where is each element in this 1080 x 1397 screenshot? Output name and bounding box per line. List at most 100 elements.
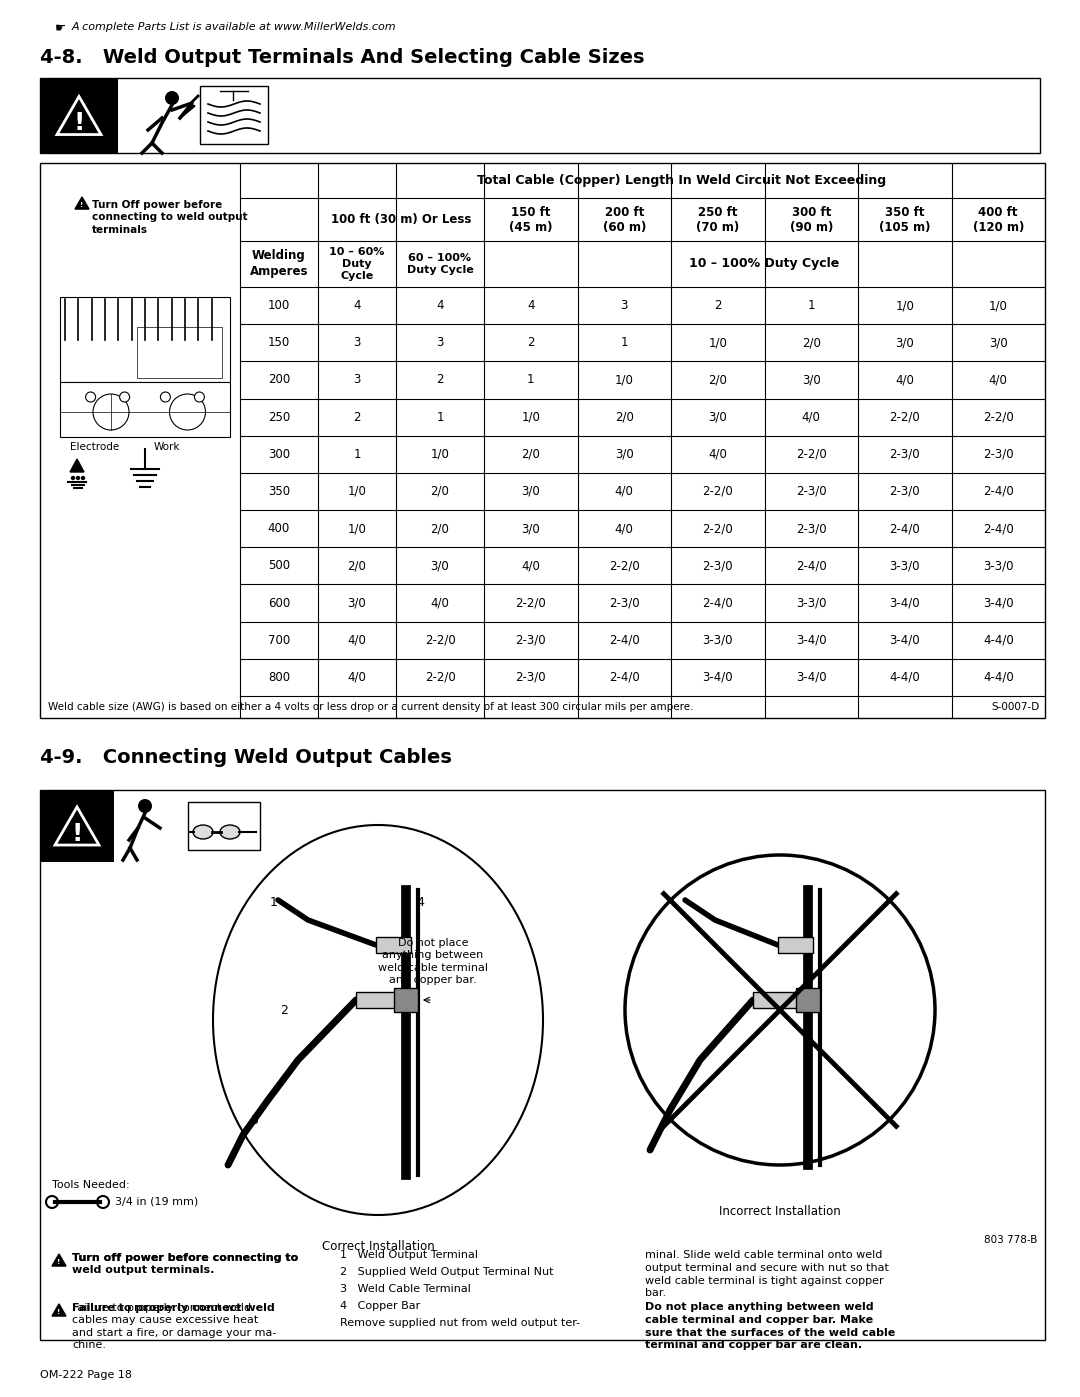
Text: 10 – 60%
Duty
Cycle: 10 – 60% Duty Cycle [329, 247, 384, 281]
Text: Turn Off power before
connecting to weld output
terminals: Turn Off power before connecting to weld… [92, 200, 247, 235]
Text: 3/0: 3/0 [895, 337, 914, 349]
Polygon shape [57, 96, 102, 134]
Text: 2: 2 [280, 1003, 288, 1017]
Text: 3-4/0: 3-4/0 [702, 671, 733, 685]
Text: S-0007-D: S-0007-D [991, 703, 1040, 712]
Text: 2-4/0: 2-4/0 [702, 597, 733, 609]
Bar [188, 802, 260, 849]
Bar [200, 87, 268, 144]
Text: 4: 4 [353, 299, 361, 312]
Text: 1: 1 [527, 373, 535, 387]
Circle shape [46, 1196, 58, 1208]
Text: 2/0: 2/0 [615, 411, 634, 423]
Text: OM-222 Page 18: OM-222 Page 18 [40, 1370, 132, 1380]
Text: 2/0: 2/0 [348, 559, 366, 573]
Text: 1: 1 [808, 299, 815, 312]
Text: 1: 1 [621, 337, 627, 349]
Text: 2/0: 2/0 [431, 485, 449, 497]
Text: 4-9.   Connecting Weld Output Cables: 4-9. Connecting Weld Output Cables [40, 747, 451, 767]
Bar [376, 937, 411, 953]
Text: 2-3/0: 2-3/0 [890, 485, 920, 497]
Text: 2-2/0: 2-2/0 [424, 671, 456, 685]
Text: 3/0: 3/0 [348, 597, 366, 609]
Text: 2-3/0: 2-3/0 [515, 671, 546, 685]
Bar [40, 789, 1045, 1340]
Bar [40, 78, 118, 154]
Text: 4/0: 4/0 [895, 373, 914, 387]
Text: 1/0: 1/0 [615, 373, 634, 387]
Text: 2-3/0: 2-3/0 [796, 485, 826, 497]
Text: 2-4/0: 2-4/0 [983, 485, 1014, 497]
Bar [394, 988, 418, 1011]
Text: 1/0: 1/0 [522, 411, 540, 423]
Ellipse shape [193, 826, 213, 840]
Text: 2/0: 2/0 [801, 337, 821, 349]
Text: 250 ft
(70 m): 250 ft (70 m) [697, 205, 740, 233]
Text: 250: 250 [268, 411, 291, 423]
Text: Tools Needed:: Tools Needed: [52, 1180, 130, 1190]
Text: 3/0: 3/0 [615, 448, 634, 461]
Text: 3: 3 [436, 337, 444, 349]
Text: 700: 700 [268, 634, 291, 647]
Text: Weld cable size (AWG) is based on either a 4 volts or less drop or a current den: Weld cable size (AWG) is based on either… [48, 703, 693, 712]
Text: 2-4/0: 2-4/0 [796, 559, 826, 573]
Text: 2/0: 2/0 [708, 373, 727, 387]
Text: 4/0: 4/0 [348, 671, 366, 685]
Circle shape [170, 394, 205, 430]
Text: 4: 4 [416, 895, 423, 908]
Text: 2-3/0: 2-3/0 [515, 634, 546, 647]
Text: 2-4/0: 2-4/0 [609, 671, 639, 685]
Text: 3-4/0: 3-4/0 [796, 634, 826, 647]
Text: 4/0: 4/0 [708, 448, 727, 461]
Text: 3/0: 3/0 [989, 337, 1008, 349]
Circle shape [81, 476, 84, 479]
Text: 2-2/0: 2-2/0 [702, 485, 733, 497]
Text: 300: 300 [268, 448, 291, 461]
Text: 400: 400 [268, 522, 291, 535]
Text: 2/0: 2/0 [431, 522, 449, 535]
Text: Correct Installation: Correct Installation [322, 1241, 434, 1253]
Text: 3-4/0: 3-4/0 [983, 597, 1013, 609]
Text: 2/0: 2/0 [522, 448, 540, 461]
Text: 2-2/0: 2-2/0 [702, 522, 733, 535]
Text: 4-4/0: 4-4/0 [889, 671, 920, 685]
Text: 4-4/0: 4-4/0 [983, 634, 1014, 647]
Text: 150: 150 [268, 337, 291, 349]
Text: 2: 2 [527, 337, 535, 349]
Circle shape [85, 393, 96, 402]
Text: 3-4/0: 3-4/0 [796, 671, 826, 685]
Text: 200: 200 [268, 373, 291, 387]
Bar [753, 992, 804, 1009]
Circle shape [120, 393, 130, 402]
Text: 3-3/0: 3-3/0 [702, 634, 733, 647]
Circle shape [71, 476, 75, 479]
Text: !: ! [57, 1260, 60, 1266]
Text: 4/0: 4/0 [615, 522, 634, 535]
Text: 1   Weld Output Terminal: 1 Weld Output Terminal [340, 1250, 478, 1260]
Text: 3/0: 3/0 [801, 373, 821, 387]
Text: 300 ft
(90 m): 300 ft (90 m) [789, 205, 833, 233]
Text: Work: Work [153, 441, 180, 453]
Bar [60, 381, 230, 437]
Text: !: ! [71, 821, 83, 845]
Text: 3: 3 [353, 337, 361, 349]
Polygon shape [55, 807, 99, 845]
Text: 803 778-B: 803 778-B [984, 1235, 1037, 1245]
Text: 200 ft
(60 m): 200 ft (60 m) [603, 205, 646, 233]
Circle shape [165, 91, 179, 105]
Ellipse shape [213, 826, 543, 1215]
Text: 2: 2 [353, 411, 361, 423]
Text: Failure to properly connect weld: Failure to properly connect weld [72, 1303, 274, 1313]
Bar [136, 327, 221, 377]
Text: 2-3/0: 2-3/0 [796, 522, 826, 535]
Circle shape [138, 799, 152, 813]
Circle shape [77, 476, 80, 479]
Text: 1: 1 [353, 448, 361, 461]
Text: 100 ft (30 m) Or Less: 100 ft (30 m) Or Less [330, 212, 471, 226]
Text: 4/0: 4/0 [801, 411, 821, 423]
Text: 4/0: 4/0 [431, 597, 449, 609]
Text: 1/0: 1/0 [895, 299, 914, 312]
Text: 2-3/0: 2-3/0 [609, 597, 639, 609]
Text: 3: 3 [353, 373, 361, 387]
Text: 1/0: 1/0 [348, 522, 366, 535]
